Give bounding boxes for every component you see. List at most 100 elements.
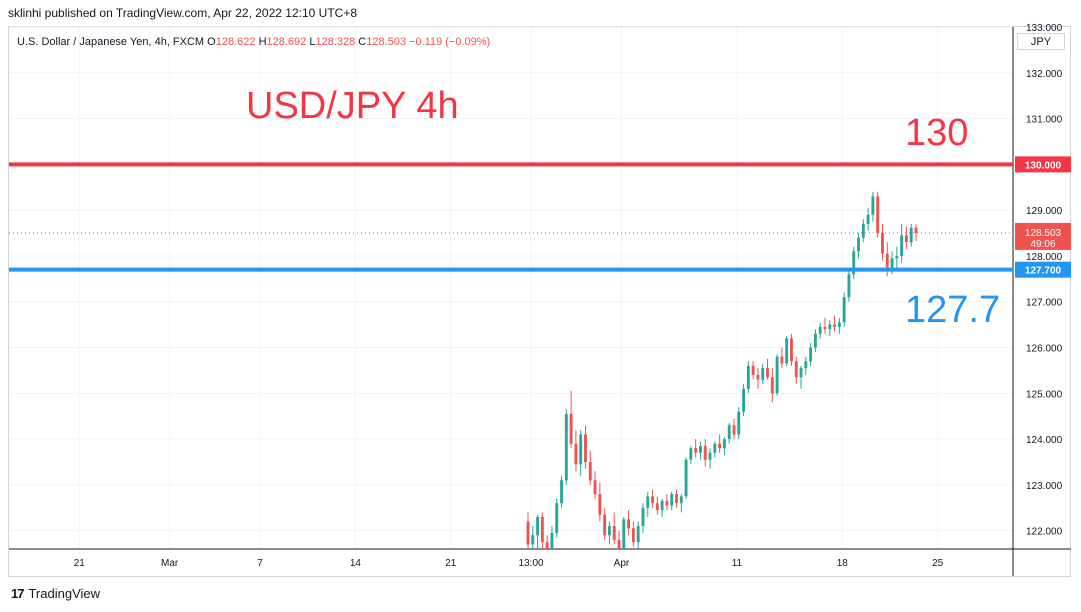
- candle-body: [857, 237, 860, 252]
- candle-body: [909, 227, 913, 243]
- last-price-tag-bg: [1015, 222, 1071, 250]
- candle-body: [617, 539, 621, 549]
- candle-body: [876, 196, 880, 234]
- x-tick-label: Mar: [161, 558, 179, 569]
- candle-body: [837, 322, 841, 327]
- candle-body: [823, 326, 827, 330]
- candle-body: [785, 338, 789, 364]
- candle-body: [531, 535, 535, 545]
- candle-body: [809, 347, 813, 362]
- candle-body: [560, 480, 563, 504]
- candle-body: [579, 434, 583, 465]
- candle-body: [722, 439, 726, 449]
- candle-body: [703, 445, 707, 460]
- candle-body: [847, 274, 851, 298]
- tradingview-logo-icon: 17: [11, 586, 25, 601]
- candle-body: [871, 196, 875, 215]
- close-label: C: [358, 36, 367, 48]
- candle-body: [593, 480, 597, 495]
- candle-body: [751, 365, 755, 375]
- open-value: 128.622: [215, 36, 256, 48]
- candle-body: [885, 253, 889, 268]
- candle-body: [708, 452, 712, 460]
- high-label: H: [258, 36, 267, 48]
- candle-body: [794, 361, 798, 378]
- candle-body: [603, 514, 607, 536]
- candle-body: [895, 255, 899, 259]
- candle-body: [694, 448, 698, 453]
- candle-body: [790, 338, 793, 362]
- candle-body: [833, 324, 837, 327]
- candle-body: [727, 425, 731, 440]
- candle-body: [742, 388, 745, 412]
- candle-body: [861, 223, 865, 238]
- y-tick-label: 122.000: [1026, 527, 1063, 538]
- x-tick-label: 18: [837, 558, 849, 569]
- footer-brand[interactable]: 17 TradingView: [11, 586, 100, 601]
- candle-body: [627, 519, 631, 529]
- y-tick-label: 127.000: [1026, 298, 1063, 309]
- candle-body: [651, 496, 654, 504]
- candle-body: [679, 496, 683, 504]
- candle-body: [588, 462, 592, 481]
- chart-title: USD/JPY 4h: [246, 85, 459, 127]
- brand-name: TradingView: [28, 586, 101, 601]
- candle-body: [555, 503, 559, 533]
- candle-body: [564, 413, 568, 481]
- candle-body: [598, 494, 602, 515]
- y-tick-label: 126.000: [1026, 344, 1063, 355]
- high-value: 128.692: [266, 36, 307, 48]
- candle-body: [904, 235, 908, 243]
- candle-body: [799, 368, 803, 378]
- x-tick-label: 13:00: [519, 558, 544, 569]
- candle-body: [631, 528, 635, 543]
- countdown-tag: 49:06: [1030, 239, 1055, 250]
- y-tick-label: 133.000: [1026, 23, 1063, 34]
- candle-body: [881, 233, 884, 254]
- candle-body: [746, 365, 750, 389]
- candle-body: [699, 445, 702, 453]
- symbol-name: U.S. Dollar / Japanese Yen, 4h, FXCM: [17, 36, 205, 48]
- close-value: 128.503: [366, 36, 407, 48]
- candle-body: [718, 443, 722, 449]
- candle-body: [545, 542, 549, 549]
- x-tick-label: 14: [350, 558, 362, 569]
- candle-body: [866, 214, 870, 224]
- y-tick-label: 123.000: [1026, 481, 1063, 492]
- candle-body: [526, 521, 530, 545]
- y-tick-label: 124.000: [1026, 435, 1063, 446]
- ohlc-legend: U.S. Dollar / Japanese Yen, 4h, FXCM O12…: [17, 36, 490, 48]
- candle-body: [569, 413, 573, 444]
- level-tag-bg: [1015, 156, 1071, 173]
- candle-body: [737, 411, 741, 435]
- level-tag: 127.700: [1025, 266, 1062, 277]
- candle-body: [813, 333, 817, 348]
- candle-body: [689, 448, 693, 460]
- level-tag: 130.000: [1025, 160, 1062, 171]
- x-tick-label: 21: [74, 558, 86, 569]
- candle-body: [770, 377, 774, 394]
- x-tick-label: 11: [732, 558, 743, 569]
- candle-body: [655, 503, 659, 511]
- candle-body: [540, 516, 544, 543]
- y-tick-label: 125.000: [1026, 389, 1063, 400]
- x-tick-label: 7: [257, 558, 263, 569]
- currency-button[interactable]: JPY: [1017, 33, 1065, 50]
- candle-body: [574, 443, 578, 465]
- low-label: L: [309, 36, 316, 48]
- candle-body: [780, 356, 784, 364]
- candle-body: [852, 251, 856, 275]
- candle-body: [713, 443, 717, 453]
- candle-body: [584, 434, 587, 462]
- candle-body: [622, 519, 626, 549]
- candle-body: [761, 368, 765, 380]
- y-tick-label: 132.000: [1026, 69, 1063, 80]
- candle-body: [766, 368, 769, 378]
- candle-body: [756, 375, 760, 380]
- level-annotation-resistance: 130: [905, 112, 968, 154]
- candle-body: [612, 526, 616, 540]
- level-annotation-support: 127.7: [905, 289, 1000, 331]
- candle-body: [660, 500, 664, 511]
- candle-body: [684, 459, 688, 497]
